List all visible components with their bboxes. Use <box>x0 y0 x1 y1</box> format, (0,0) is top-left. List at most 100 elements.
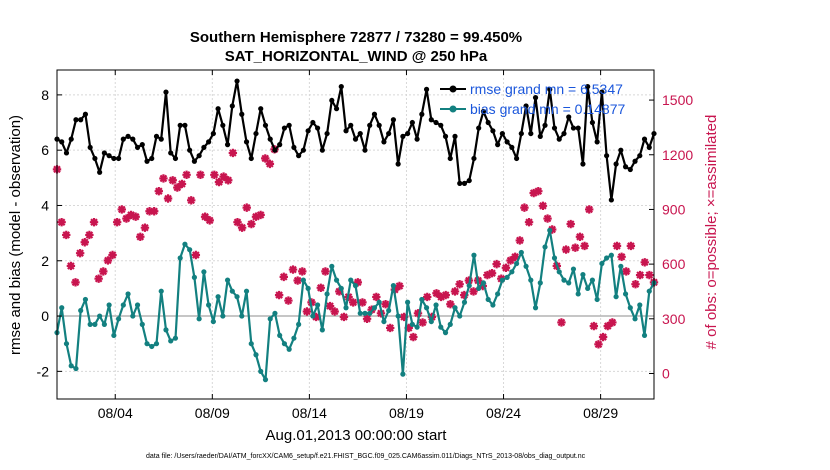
obs-marker <box>515 236 524 245</box>
rmse-point <box>613 161 619 167</box>
rmse-point <box>101 150 107 156</box>
rmse-point <box>457 180 463 186</box>
bias-point <box>471 252 477 258</box>
rmse-point <box>367 122 373 128</box>
legend-rmse-marker <box>449 85 457 93</box>
bias-point <box>381 318 387 325</box>
obs-marker <box>478 281 487 291</box>
bias-point <box>362 310 368 316</box>
rmse-point <box>547 86 553 92</box>
bias-point <box>153 341 160 347</box>
bias-point <box>262 377 269 383</box>
rmse-point <box>423 86 430 92</box>
obs-marker <box>219 172 228 181</box>
x-tick-label: 08/04 <box>98 405 133 421</box>
obs-marker <box>168 176 177 185</box>
rmse-point <box>229 103 235 109</box>
obs-marker <box>399 312 409 322</box>
obs-marker <box>316 283 325 293</box>
bias-point <box>78 307 84 314</box>
rmse-point <box>371 111 378 117</box>
y2-tick-label: 1200 <box>662 147 693 163</box>
rmse-point <box>120 136 126 142</box>
obs-marker <box>566 219 575 229</box>
obs-marker <box>210 170 219 180</box>
obs-marker <box>603 321 612 331</box>
obs-marker <box>173 183 182 192</box>
rmse-point <box>532 95 539 101</box>
bias-point <box>641 332 648 339</box>
rmse-point <box>357 130 363 137</box>
bias-point <box>438 324 444 330</box>
bias-point <box>509 269 515 275</box>
obs-marker <box>598 332 608 342</box>
rmse-point <box>253 130 259 137</box>
rmse-point <box>314 125 321 131</box>
obs-marker <box>543 214 552 223</box>
x-tick-label: 08/19 <box>389 405 424 421</box>
y-tick-label: 6 <box>41 142 49 158</box>
obs-marker <box>94 274 103 283</box>
bias-point <box>111 332 117 339</box>
bias-point <box>234 294 240 300</box>
rmse-point <box>168 150 174 156</box>
y-tick-label: 8 <box>41 87 49 103</box>
bias-point <box>210 318 216 325</box>
obs-marker <box>339 312 349 322</box>
bias-point <box>518 249 524 256</box>
obs-marker <box>187 196 196 205</box>
rmse-point <box>381 139 387 145</box>
obs-marker <box>432 289 441 298</box>
rmse-point <box>338 83 344 90</box>
legend-bias-label: bias grand mn = 0.14877 <box>470 101 625 117</box>
obs-marker <box>62 230 71 240</box>
obs-marker <box>626 241 636 251</box>
bias-point <box>367 310 373 316</box>
obs-marker <box>196 170 205 180</box>
bias-point <box>371 305 378 311</box>
rmse-point <box>196 153 202 159</box>
obs-marker <box>561 245 571 254</box>
obs-marker <box>594 340 603 349</box>
data-file-footnote: data file: /Users/raeder/DAI/ATM_forcXX/… <box>146 453 586 460</box>
bias-point <box>580 271 586 278</box>
bias-point <box>338 285 344 292</box>
rmse-point <box>215 106 221 112</box>
rmse-point <box>191 158 198 164</box>
rmse-point <box>106 153 112 159</box>
rmse-point <box>637 153 643 159</box>
bias-point <box>253 352 259 358</box>
bias-point <box>82 296 89 303</box>
x-tick-label: 08/14 <box>292 405 327 421</box>
bias-point <box>314 302 321 308</box>
bias-point <box>97 313 103 319</box>
bias-point <box>414 324 420 330</box>
obs-marker <box>362 314 372 324</box>
rmse-point <box>63 150 70 156</box>
obs-marker <box>274 290 284 300</box>
y2-tick-label: 900 <box>662 201 686 217</box>
rmse-point <box>149 155 155 162</box>
obs-marker <box>242 203 251 212</box>
bias-point <box>386 307 392 314</box>
obs-marker <box>469 287 478 296</box>
bias-point <box>495 291 501 297</box>
obs-marker <box>571 243 580 252</box>
rmse-point <box>291 144 297 151</box>
rmse-point <box>87 144 93 151</box>
y-tick-label: 2 <box>41 253 49 269</box>
bias-point <box>476 285 482 292</box>
bias-point <box>220 313 226 319</box>
bias-point <box>63 341 70 347</box>
obs-marker <box>520 203 529 212</box>
plot-area <box>57 70 654 399</box>
plot-frame <box>56 69 655 400</box>
bias-point <box>291 335 297 341</box>
obs-marker <box>288 265 298 274</box>
obs-marker <box>159 174 168 183</box>
rmse-point <box>570 125 577 131</box>
bias-point <box>272 310 278 316</box>
rmse-point <box>641 136 648 142</box>
obs-marker <box>205 216 214 225</box>
bias-point <box>447 321 453 327</box>
